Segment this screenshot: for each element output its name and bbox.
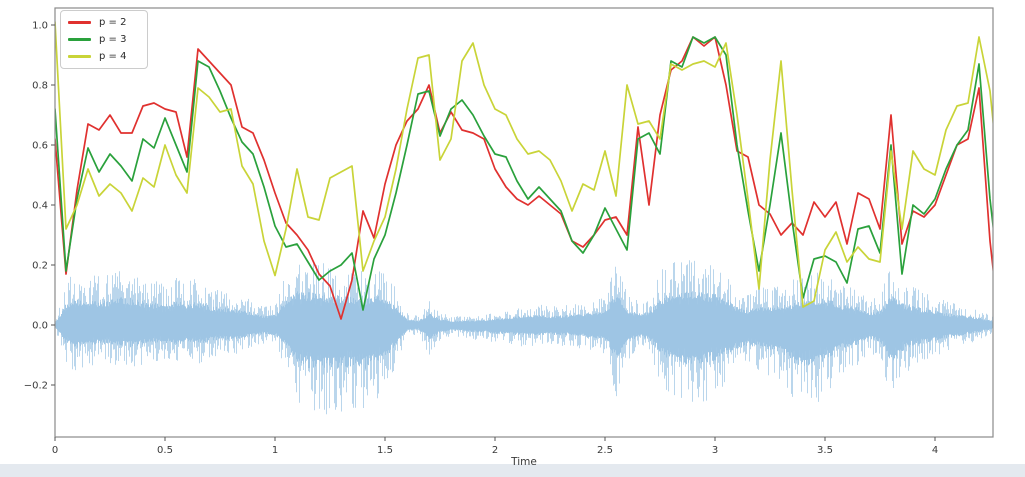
legend-swatch-yellow-line — [68, 55, 91, 58]
legend-box: p = 2 p = 3 p = 4 — [60, 10, 148, 69]
x-tick-label: 1.5 — [377, 445, 393, 456]
y-tick-label: 0.6 — [32, 141, 48, 152]
x-axis-label: Time — [511, 456, 537, 468]
series-line-4 — [55, 21, 993, 308]
series-line-2 — [55, 36, 993, 320]
plot-content — [55, 21, 993, 415]
legend-swatch-green-line — [68, 38, 91, 41]
legend-entry-p2: p = 2 — [68, 16, 139, 29]
legend-label: p = 4 — [99, 51, 127, 62]
x-tick-label: 4 — [932, 445, 938, 456]
legend-swatch-red-line — [68, 21, 91, 24]
x-tick-label: 2.5 — [597, 445, 613, 456]
legend-label: p = 3 — [99, 34, 127, 45]
legend-label: p = 2 — [99, 17, 127, 28]
y-tick-label: 0.4 — [32, 201, 48, 212]
x-tick-label: 0 — [52, 445, 58, 456]
y-tick-label: 0.2 — [32, 261, 48, 272]
legend-entry-p3: p = 3 — [68, 33, 139, 46]
x-tick-label: 0.5 — [157, 445, 173, 456]
series-line-3 — [55, 36, 993, 311]
x-tick-label: 3 — [712, 445, 718, 456]
y-tick-label: 0.8 — [32, 81, 48, 92]
y-tick-label: −0.2 — [24, 381, 48, 392]
y-tick-label: 1.0 — [32, 21, 48, 32]
page-bottom-strip — [0, 464, 1025, 477]
legend-entry-p4: p = 4 — [68, 50, 139, 63]
x-tick-label: 1 — [272, 445, 278, 456]
axes-frame — [54, 7, 994, 438]
x-tick-label: 2 — [492, 445, 498, 456]
y-tick-label: 0.0 — [32, 321, 48, 332]
x-tick-label: 3.5 — [817, 445, 833, 456]
